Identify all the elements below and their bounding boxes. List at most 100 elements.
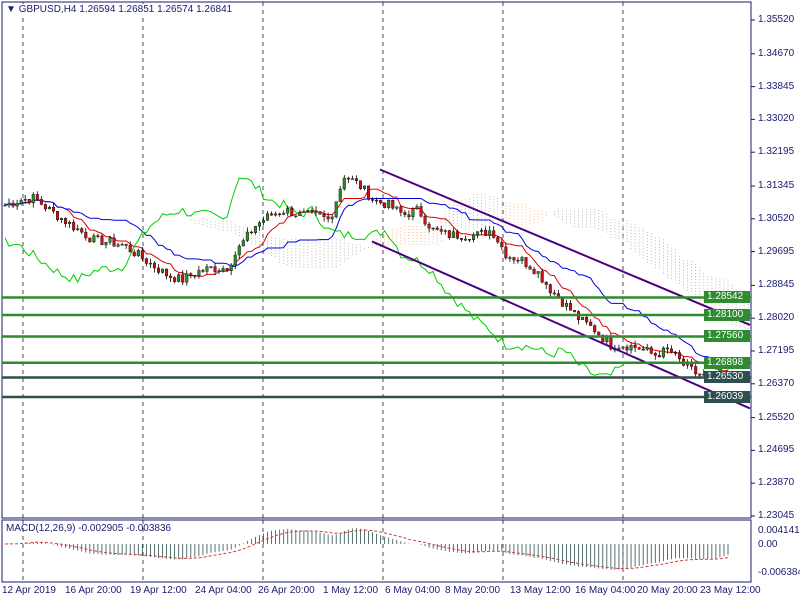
channel-upper-line — [379, 168, 751, 326]
candle-body — [257, 222, 261, 227]
candle-body — [423, 216, 427, 225]
candle-body — [500, 241, 504, 248]
candle-body — [439, 229, 443, 232]
candle-body — [64, 218, 68, 224]
candle-body — [568, 303, 572, 311]
candle-body — [467, 238, 471, 241]
chikou-span-line — [4, 177, 624, 376]
candle-body — [132, 251, 136, 257]
candle-body — [387, 199, 391, 208]
candle-body — [92, 235, 96, 243]
candle-body — [140, 250, 144, 259]
candle-body — [11, 202, 15, 207]
candle-body — [290, 208, 294, 217]
candle-body — [148, 262, 152, 265]
y-tick-label: 1.28020 — [758, 312, 795, 324]
symbol: GBPUSD,H4 — [18, 4, 77, 15]
candle-body — [161, 268, 165, 273]
candle-body — [310, 210, 314, 212]
candle-body — [371, 199, 375, 201]
candle-body — [367, 185, 371, 200]
candle-body — [100, 235, 104, 246]
candle-body — [181, 274, 185, 283]
candle-body — [302, 211, 306, 213]
candle-body — [435, 227, 439, 230]
candle-body — [31, 194, 35, 204]
candle-body — [120, 244, 124, 246]
candle-body — [411, 208, 415, 218]
candle-body — [463, 238, 467, 241]
y-tick-label: 1.31345 — [758, 179, 795, 191]
candle-body — [480, 229, 484, 232]
candle-body — [476, 231, 480, 235]
level-price-label: 1.26039 — [704, 390, 750, 403]
candle-body — [342, 177, 346, 190]
candle-body — [375, 199, 379, 202]
candle-body — [189, 273, 193, 276]
candle-body — [665, 347, 669, 350]
candle-body — [560, 298, 564, 307]
candle-body — [657, 355, 661, 358]
candle-body — [185, 273, 189, 283]
y-tick-label: 1.34670 — [758, 47, 795, 59]
candle-body — [350, 178, 354, 180]
candle-body — [262, 220, 266, 223]
y-tick-label: 1.32195 — [758, 146, 795, 158]
candle-body — [383, 202, 387, 208]
y-tick-label: 1.33020 — [758, 113, 795, 125]
close-price: 1.26841 — [196, 4, 233, 15]
candle-body — [80, 228, 84, 233]
macd-tick: -0.006384 — [758, 567, 800, 578]
candle-body — [338, 188, 342, 202]
candle-body — [330, 216, 334, 220]
candle-body — [156, 267, 160, 273]
candle-body — [633, 345, 637, 348]
candle-body — [266, 213, 270, 221]
candle-body — [496, 237, 500, 243]
candle-body — [217, 270, 221, 272]
candle-body — [403, 212, 407, 215]
candle-body — [629, 345, 633, 351]
x-tick-label: 26 Apr 20:00 — [258, 585, 315, 596]
candle-body — [512, 257, 516, 261]
candle-body — [601, 334, 605, 343]
candle-body — [165, 268, 169, 277]
candle-body — [641, 348, 645, 351]
candle-body — [649, 347, 653, 354]
candle-body — [694, 366, 698, 375]
candle-body — [516, 259, 520, 262]
macd-signal-line — [4, 529, 729, 570]
collapse-triangle-icon[interactable]: ▼ — [6, 4, 16, 15]
x-tick-label: 20 May 20:00 — [637, 585, 698, 596]
candle-body — [136, 250, 140, 257]
candle-body — [322, 214, 326, 217]
candle-body — [358, 180, 362, 189]
candle-body — [84, 231, 88, 239]
candle-body — [504, 246, 508, 259]
candle-body — [415, 206, 419, 210]
x-tick-label: 16 Apr 20:00 — [65, 585, 122, 596]
candle-body — [540, 271, 544, 283]
candle-body — [51, 207, 55, 212]
candle-body — [201, 270, 205, 272]
candle-body — [286, 208, 290, 214]
open-price: 1.26594 — [79, 4, 116, 15]
y-tick-label: 1.27195 — [758, 344, 795, 356]
y-tick-label: 1.23045 — [758, 510, 795, 521]
candle-body — [15, 203, 19, 207]
candle-body — [625, 346, 629, 351]
candle-body — [35, 194, 39, 200]
candle-body — [472, 234, 476, 240]
y-tick-label: 1.33845 — [758, 80, 795, 92]
level-price-label: 1.26898 — [704, 356, 750, 369]
candle-body — [253, 225, 257, 233]
y-tick-label: 1.23870 — [758, 477, 795, 489]
candle-body — [169, 275, 173, 278]
candle-body — [552, 292, 556, 295]
candle-body — [233, 254, 237, 266]
macd-tick: 0.00 — [758, 539, 778, 550]
channel-lower-line — [371, 240, 751, 410]
low-price: 1.26574 — [157, 4, 194, 15]
